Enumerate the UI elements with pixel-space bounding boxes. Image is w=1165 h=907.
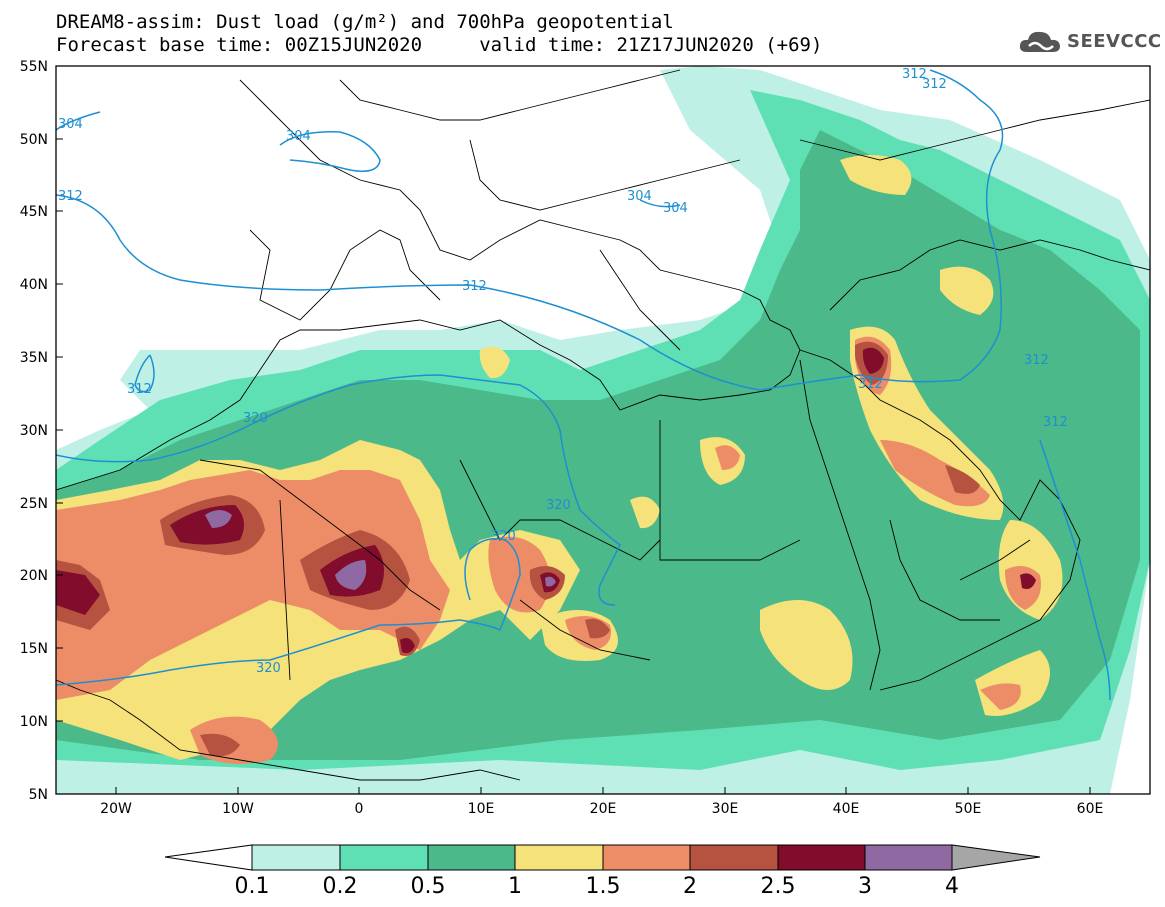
lon-label: 10W bbox=[222, 801, 254, 817]
chart-title-line-1: DREAM8-assim: Dust load (g/m²) and 700hP… bbox=[56, 11, 674, 33]
colorbar-high-arrow bbox=[951, 844, 1041, 871]
lat-label: 10N bbox=[20, 714, 48, 730]
lat-label: 15N bbox=[20, 641, 48, 657]
colorbar bbox=[164, 844, 1041, 871]
colorbar-swatch bbox=[514, 844, 604, 871]
contour-label: 304 bbox=[663, 201, 688, 216]
coastlines-and-borders bbox=[56, 69, 1150, 781]
lon-label: 20W bbox=[100, 801, 132, 817]
colorbar-tick-label: 2.5 bbox=[761, 874, 796, 899]
map-field: 304 304 304 304 312 312 312 312 312 312 … bbox=[56, 66, 1150, 794]
contour-label: 312 bbox=[462, 279, 487, 294]
colorbar-tick-label: 0.1 bbox=[235, 874, 270, 899]
colorbar-tick-label: 3 bbox=[858, 874, 872, 899]
contour-label: 320 bbox=[256, 661, 281, 676]
logo-text: SEEVCCC bbox=[1067, 30, 1162, 52]
contour-label: 304 bbox=[286, 129, 311, 144]
colorbar-swatch bbox=[864, 844, 953, 871]
contour-label: 312 bbox=[127, 382, 152, 397]
longitude-labels: 20W 10W 0 10E 20E 30E 40E 50E 60E bbox=[100, 801, 1103, 817]
chart-title-line-2: Forecast base time: 00Z15JUN2020 valid t… bbox=[56, 34, 823, 56]
contour-label: 320 bbox=[546, 498, 571, 513]
contour-label: 304 bbox=[58, 117, 83, 132]
contour-label: 304 bbox=[627, 189, 652, 204]
lon-label: 0 bbox=[355, 801, 364, 817]
colorbar-swatch bbox=[602, 844, 691, 871]
colorbar-swatch bbox=[689, 844, 779, 871]
lat-label: 20N bbox=[20, 568, 48, 584]
contour-label: 312 bbox=[1043, 415, 1068, 430]
lat-label: 50N bbox=[20, 132, 48, 148]
lat-label: 45N bbox=[20, 204, 48, 220]
lat-label: 5N bbox=[29, 787, 48, 803]
lon-label: 40E bbox=[833, 801, 860, 817]
lat-label: 25N bbox=[20, 496, 48, 512]
contour-label: 312 bbox=[902, 67, 927, 82]
colorbar-tick-label: 0.2 bbox=[323, 874, 358, 899]
lon-label: 20E bbox=[590, 801, 617, 817]
axis-ticks bbox=[56, 65, 1091, 794]
colorbar-tick-label: 0.5 bbox=[411, 874, 446, 899]
contour-label: 312 bbox=[1024, 353, 1049, 368]
lon-label: 60E bbox=[1077, 801, 1104, 817]
colorbar-tick-label: 1.5 bbox=[586, 874, 621, 899]
colorbar-swatch bbox=[339, 844, 429, 871]
lon-label: 10E bbox=[468, 801, 495, 817]
colorbar-tick-label: 1 bbox=[508, 874, 522, 899]
geopotential-contours bbox=[56, 69, 1111, 701]
latitude-labels: 55N 50N 45N 40N 35N 30N 25N 20N 15N 10N … bbox=[20, 59, 48, 803]
contour-label: 312 bbox=[858, 377, 883, 392]
colorbar-labels: 0.1 0.2 0.5 1 1.5 2 2.5 3 4 bbox=[235, 874, 960, 899]
colorbar-swatch bbox=[427, 844, 516, 871]
dust-level-3 bbox=[205, 510, 556, 590]
lat-label: 30N bbox=[20, 423, 48, 439]
contour-label: 320 bbox=[491, 529, 516, 544]
geopotential-contour-labels: 304 304 304 304 312 312 312 312 312 312 … bbox=[58, 67, 1068, 676]
contour-label: 312 bbox=[922, 77, 947, 92]
colorbar-tick-label: 2 bbox=[683, 874, 697, 899]
colorbar-tick-label: 4 bbox=[945, 874, 959, 899]
lon-label: 30E bbox=[712, 801, 739, 817]
lat-label: 55N bbox=[20, 59, 48, 75]
colorbar-swatch bbox=[777, 844, 866, 871]
colorbar-swatch bbox=[251, 844, 341, 871]
lat-label: 35N bbox=[20, 350, 48, 366]
lon-label: 50E bbox=[955, 801, 982, 817]
cloud-icon bbox=[1019, 31, 1060, 52]
seevccc-logo: SEEVCCC bbox=[1017, 26, 1162, 56]
lat-label: 40N bbox=[20, 277, 48, 293]
colorbar-low-arrow bbox=[164, 844, 253, 871]
contour-label: 320 bbox=[243, 411, 268, 426]
contour-label: 312 bbox=[58, 189, 83, 204]
